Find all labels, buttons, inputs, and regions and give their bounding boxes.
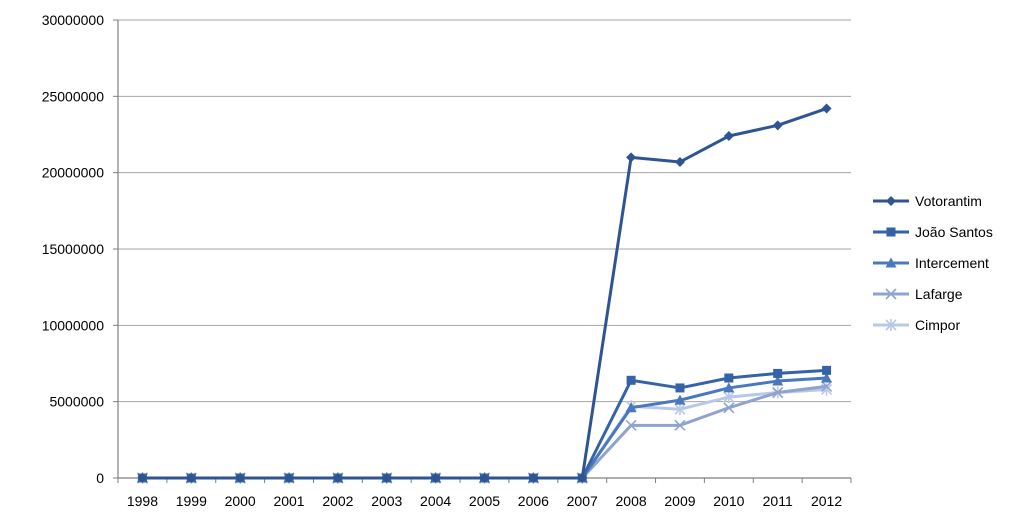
legend-item: Intercement	[873, 255, 989, 271]
x-tick-label: 2008	[616, 493, 647, 509]
legend-label: Lafarge	[915, 286, 963, 302]
data-point	[821, 380, 833, 392]
data-point	[821, 372, 833, 383]
legend-marker	[885, 288, 897, 300]
x-tick-label: 2000	[225, 493, 256, 509]
y-tick-label: 30000000	[42, 12, 105, 28]
data-point	[332, 473, 343, 483]
data-point	[577, 473, 588, 483]
data-point	[675, 383, 685, 393]
legend-marker	[886, 227, 896, 237]
data-point	[674, 403, 686, 416]
legend-item: Lafarge	[873, 286, 963, 302]
x-tick-label: 2001	[273, 493, 304, 509]
data-point	[381, 473, 392, 483]
y-tick-label: 0	[96, 470, 104, 486]
x-tick-label: 2003	[371, 493, 402, 509]
y-tick-label: 15000000	[42, 241, 105, 257]
x-tick-label: 2006	[518, 493, 549, 509]
data-point	[625, 419, 637, 431]
x-tick-label: 1998	[127, 493, 158, 509]
x-tick-label: 2004	[420, 493, 451, 509]
series-intercement	[136, 372, 833, 483]
y-tick-label: 5000000	[49, 394, 104, 410]
series-line	[142, 107, 828, 480]
data-point	[284, 473, 295, 483]
legend-item: Cimpor	[873, 317, 960, 333]
series-jo-o-santos	[137, 365, 832, 483]
data-point	[674, 419, 686, 431]
x-tick-label: 2010	[713, 493, 744, 509]
series-line	[142, 368, 827, 480]
data-point	[723, 131, 734, 142]
x-tick-label: 2011	[763, 493, 793, 509]
y-axis-ticks: 0 5000000 10000000 15000000 20000000 25000000…	[42, 12, 105, 486]
legend-marker	[885, 257, 897, 268]
data-point	[723, 402, 735, 414]
legend-label: Intercement	[915, 255, 989, 271]
data-point	[626, 152, 637, 163]
x-tick-label: 2012	[811, 493, 842, 509]
data-point	[724, 373, 734, 383]
data-point	[430, 473, 441, 483]
series-line	[142, 384, 827, 480]
legend-label: Votorantim	[915, 193, 982, 209]
legend: Votorantim João Santos Intercement Lafarge C…	[873, 193, 993, 333]
x-axis-ticks: 1998 1999 2000 2001 2002 2003 2004 2005 2006 2007…	[127, 493, 842, 509]
legend-item: Votorantim	[873, 193, 982, 209]
y-tick-label: 25000000	[42, 88, 105, 104]
legend-marker	[886, 196, 896, 206]
y-tick-label: 10000000	[42, 317, 105, 333]
legend-label: Cimpor	[915, 317, 960, 333]
data-point	[674, 394, 686, 405]
legend-item: João Santos	[873, 224, 993, 240]
data-point	[772, 375, 784, 386]
data-point	[772, 120, 783, 131]
y-tick-label: 20000000	[42, 165, 105, 181]
data-point	[723, 391, 735, 404]
legend-label: João Santos	[915, 224, 993, 240]
data-point	[235, 473, 246, 483]
legend-marker	[885, 319, 897, 331]
data-point	[479, 473, 490, 483]
axes	[113, 19, 852, 483]
data-point	[186, 473, 197, 483]
data-point	[625, 402, 637, 413]
x-tick-label: 2005	[469, 493, 500, 509]
data-point	[822, 365, 832, 375]
x-tick-label: 2002	[322, 493, 353, 509]
gridlines	[118, 19, 851, 403]
data-point	[626, 375, 636, 385]
data-point	[137, 473, 148, 483]
data-point	[772, 386, 784, 399]
series-votorantim	[137, 103, 832, 483]
data-point	[723, 382, 735, 393]
series-cimpor	[136, 383, 833, 484]
data-point	[773, 368, 783, 378]
x-tick-label: 1999	[176, 493, 207, 509]
data-point	[821, 103, 832, 114]
data-point	[674, 156, 685, 167]
data-point	[528, 473, 539, 483]
x-tick-label: 2007	[567, 493, 598, 509]
x-tick-label: 2009	[664, 493, 695, 509]
series-group	[136, 103, 833, 484]
